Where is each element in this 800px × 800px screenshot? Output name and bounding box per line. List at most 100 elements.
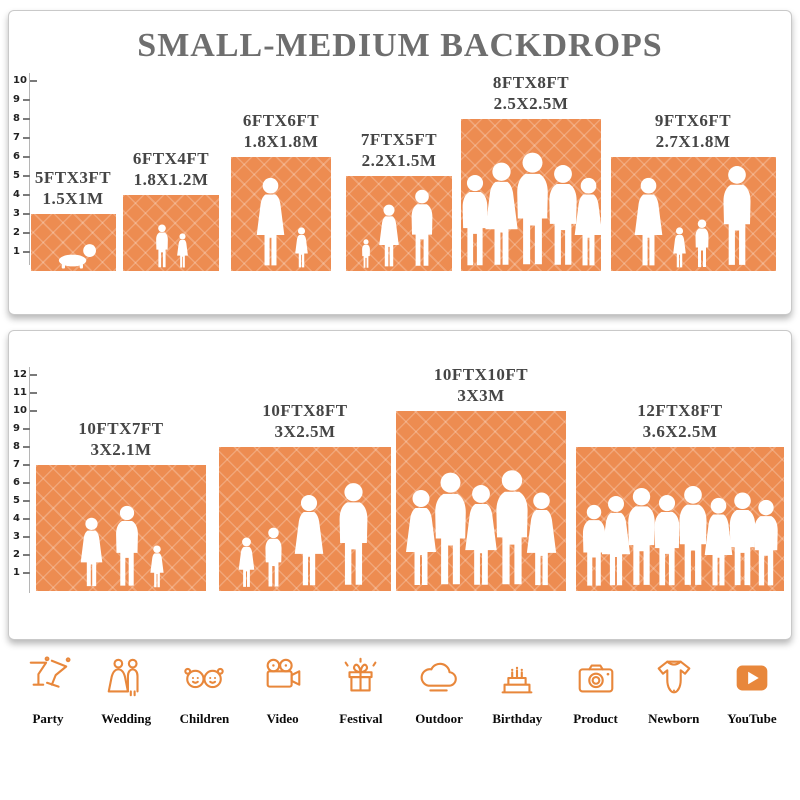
category-outdoor: Outdoor bbox=[403, 655, 475, 727]
person-silhouette bbox=[155, 224, 168, 268]
backdrop-block bbox=[231, 157, 331, 271]
backdrop-size-label: 9FTX6FT 2.7X1.8M bbox=[654, 111, 732, 151]
backdrop-block bbox=[576, 447, 784, 591]
backdrop-size-label: 12FTX8FT 3.6X2.5M bbox=[637, 401, 723, 441]
product-icon bbox=[578, 664, 613, 693]
category-youtube: YouTube bbox=[716, 655, 788, 727]
backdrop-size-label: 10FTX7FT 3X2.1M bbox=[78, 419, 164, 459]
person-silhouette bbox=[362, 239, 370, 268]
ruler-mark: 7 bbox=[13, 132, 30, 143]
person-silhouette bbox=[295, 227, 308, 268]
category-label: Party bbox=[32, 711, 64, 726]
person-silhouette bbox=[176, 233, 188, 268]
page-title: SMALL-MEDIUM BACKDROPS bbox=[137, 27, 663, 64]
backdrop-block bbox=[123, 195, 219, 271]
people-silhouettes bbox=[36, 505, 206, 589]
person-silhouette bbox=[672, 227, 686, 268]
category-label: Video bbox=[266, 711, 299, 726]
backdrop-size-label: 7FTX5FT 2.2X1.5M bbox=[360, 130, 438, 170]
person-silhouette bbox=[695, 219, 708, 267]
person-silhouette bbox=[238, 537, 254, 587]
category-festival: Festival bbox=[325, 655, 397, 727]
ruler-mark: 9 bbox=[13, 423, 30, 434]
category-label: Children bbox=[179, 711, 230, 726]
people-silhouettes bbox=[31, 243, 116, 269]
people-silhouettes bbox=[461, 151, 602, 269]
ruler-mark: 2 bbox=[13, 227, 30, 238]
person-silhouette bbox=[722, 166, 751, 265]
backdrop-block bbox=[31, 214, 116, 271]
backdrop-size-label: 10FTX10FT 3X3M bbox=[433, 365, 529, 405]
category-label: Outdoor bbox=[415, 711, 463, 726]
ruler-mark: 6 bbox=[13, 151, 30, 162]
person-silhouette bbox=[753, 499, 778, 586]
backdrop-block bbox=[219, 447, 391, 591]
person-silhouette bbox=[149, 545, 164, 588]
backdrop-size-label: 8FTX8FT 2.5X2.5M bbox=[492, 73, 570, 113]
category-label: Product bbox=[573, 711, 618, 726]
youtube-icon bbox=[736, 665, 768, 691]
people-silhouettes bbox=[576, 485, 784, 589]
ruler-mark: 1 bbox=[13, 246, 30, 257]
person-silhouette bbox=[256, 177, 285, 266]
ruler-mark: 1 bbox=[13, 567, 30, 578]
outdoor-icon bbox=[420, 662, 457, 692]
person-silhouette bbox=[379, 204, 399, 267]
ruler-mark: 8 bbox=[13, 441, 30, 452]
backdrop-block bbox=[396, 411, 566, 591]
backdrop-block bbox=[461, 119, 602, 271]
person-silhouette bbox=[264, 527, 282, 587]
ruler-mark: 4 bbox=[13, 189, 30, 200]
backdrop-size-label: 6FTX4FT 1.8X1.2M bbox=[132, 149, 210, 189]
ruler-mark: 10 bbox=[13, 75, 37, 86]
person-silhouette bbox=[339, 483, 367, 585]
category-newborn: Newborn bbox=[638, 655, 710, 727]
birthday-icon bbox=[501, 666, 533, 694]
category-product: Product bbox=[560, 655, 632, 727]
people-silhouettes bbox=[123, 223, 219, 269]
backdrop-size-label: 5FTX3FT 1.5X1M bbox=[34, 168, 112, 208]
children-icon bbox=[184, 667, 225, 689]
wedding-icon bbox=[107, 658, 139, 697]
backdrop-block bbox=[611, 157, 776, 271]
ruler-mark: 11 bbox=[13, 387, 37, 398]
ruler-mark: 8 bbox=[13, 113, 30, 124]
ruler-mark: 6 bbox=[13, 477, 30, 488]
party-icon bbox=[29, 656, 71, 688]
ruler-mark: 3 bbox=[13, 531, 30, 542]
category-label: Birthday bbox=[492, 711, 543, 726]
category-label: Newborn bbox=[648, 711, 700, 726]
category-children: Children bbox=[168, 655, 240, 727]
category-label: YouTube bbox=[727, 711, 777, 726]
festival-icon bbox=[344, 657, 377, 692]
ruler-mark: 5 bbox=[13, 170, 30, 181]
person-silhouette bbox=[634, 177, 662, 266]
people-silhouettes bbox=[219, 482, 391, 589]
video-icon bbox=[266, 658, 301, 688]
person-silhouette bbox=[574, 177, 602, 266]
ruler-mark: 3 bbox=[13, 208, 30, 219]
category-party: Party bbox=[12, 655, 84, 727]
people-silhouettes bbox=[346, 189, 452, 269]
ruler-axis bbox=[29, 367, 30, 593]
category-wedding: Wedding bbox=[90, 655, 162, 727]
ruler-mark: 4 bbox=[13, 513, 30, 524]
ruler-mark: 7 bbox=[13, 459, 30, 470]
person-silhouette bbox=[80, 517, 102, 587]
newborn-icon bbox=[657, 660, 691, 694]
person-silhouette bbox=[115, 505, 138, 586]
ruler-mark: 9 bbox=[13, 94, 30, 105]
backdrop-size-label: 10FTX8FT 3X2.5M bbox=[262, 401, 348, 441]
category-birthday: Birthday bbox=[481, 655, 553, 727]
ruler-mark: 10 bbox=[13, 405, 37, 416]
top-panel: SMALL-MEDIUM BACKDROPS 10 9 8 7 6 5 4 3 … bbox=[8, 10, 792, 315]
bottom-panel: 12 11 10 9 8 7 6 5 4 3 2 1 10FTX7FT 3X2.1… bbox=[8, 330, 792, 640]
people-silhouettes bbox=[231, 177, 331, 269]
ruler-mark: 2 bbox=[13, 549, 30, 560]
ruler-mark: 12 bbox=[13, 369, 37, 380]
people-silhouettes bbox=[611, 165, 776, 269]
backdrop-block bbox=[346, 176, 452, 271]
person-silhouette bbox=[294, 494, 323, 586]
person-silhouette bbox=[526, 492, 557, 586]
backdrop-block bbox=[36, 465, 206, 591]
